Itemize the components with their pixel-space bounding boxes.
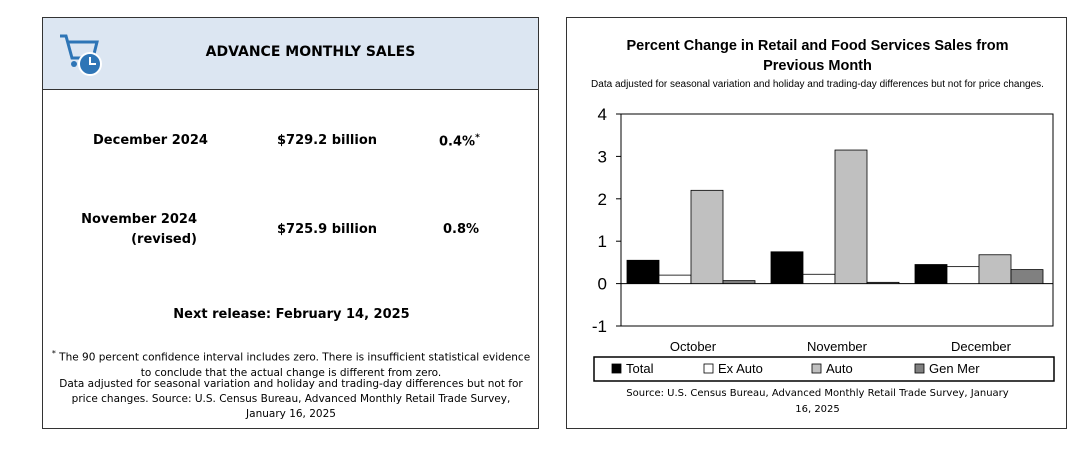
footnote-text: The 90 percent confidence interval inclu…	[59, 351, 531, 379]
row-amount: $729.2 billion	[277, 133, 378, 148]
bar	[770, 251, 804, 285]
chart-subtitle: Data adjusted for seasonal variation and…	[591, 79, 1044, 90]
row-change: 0.8%	[443, 222, 480, 237]
legend-label: Gen Mer	[929, 361, 980, 376]
legend-swatch	[703, 363, 714, 374]
legend-swatch	[611, 363, 622, 374]
bar	[626, 259, 660, 284]
summary-header: ADVANCE MONTHLY SALES	[43, 18, 538, 90]
change-value: 0.4%	[439, 134, 476, 150]
x-tick-label: October	[670, 339, 717, 354]
legend-label: Total	[626, 361, 654, 376]
y-tick-label: -1	[592, 317, 607, 336]
row-amount: $725.9 billion	[277, 222, 378, 237]
legend-label: Auto	[826, 361, 853, 376]
chart-source: Source: U.S. Census Bureau, Advanced Mon…	[626, 388, 1009, 415]
legend	[593, 356, 1055, 382]
x-tick-label: December	[951, 339, 1012, 354]
row-sublabel: (revised)	[131, 232, 197, 247]
cart-clock-icon	[60, 34, 102, 76]
bar	[802, 273, 836, 285]
row-label: December 2024	[93, 133, 208, 148]
footnote: * The 90 percent confidence interval inc…	[51, 346, 531, 381]
bar	[914, 264, 948, 285]
chart: -1 0 1 2 3 4 October November December Total Ex Au…	[592, 105, 1055, 382]
y-tick-label: 4	[598, 105, 607, 124]
bar	[1010, 269, 1044, 285]
change-note: *	[475, 133, 480, 143]
notes: Data adjusted for seasonal variation and…	[59, 378, 523, 420]
bar	[658, 274, 692, 284]
row-label: November 2024 (revised)	[73, 210, 197, 250]
next-release: Next release: February 14, 2025	[173, 307, 410, 322]
chart-panel: Percent Change in Retail and Food Servic…	[566, 17, 1067, 429]
legend-swatch	[914, 363, 925, 374]
y-tick-label: 1	[598, 232, 607, 251]
bar	[690, 189, 724, 285]
bar	[946, 266, 980, 284]
bar	[866, 281, 900, 285]
summary-panel: ADVANCE MONTHLY SALES December 2024 $729…	[42, 17, 539, 429]
y-tick-label: 3	[598, 147, 607, 166]
x-tick-label: November	[807, 339, 868, 354]
legend-label: Ex Auto	[718, 361, 763, 376]
y-tick-label: 0	[598, 275, 607, 294]
row-label-main: November 2024	[81, 212, 197, 227]
y-tick-label: 2	[598, 190, 607, 209]
summary-title: ADVANCE MONTHLY SALES	[205, 44, 416, 60]
legend-swatch	[811, 363, 822, 374]
chart-title: Percent Change in Retail and Food Servic…	[626, 38, 1009, 74]
row-change: 0.4%*	[439, 133, 480, 149]
footnote-marker: *	[51, 349, 56, 358]
bar	[722, 280, 756, 284]
bar	[834, 149, 868, 284]
bar	[978, 254, 1012, 285]
